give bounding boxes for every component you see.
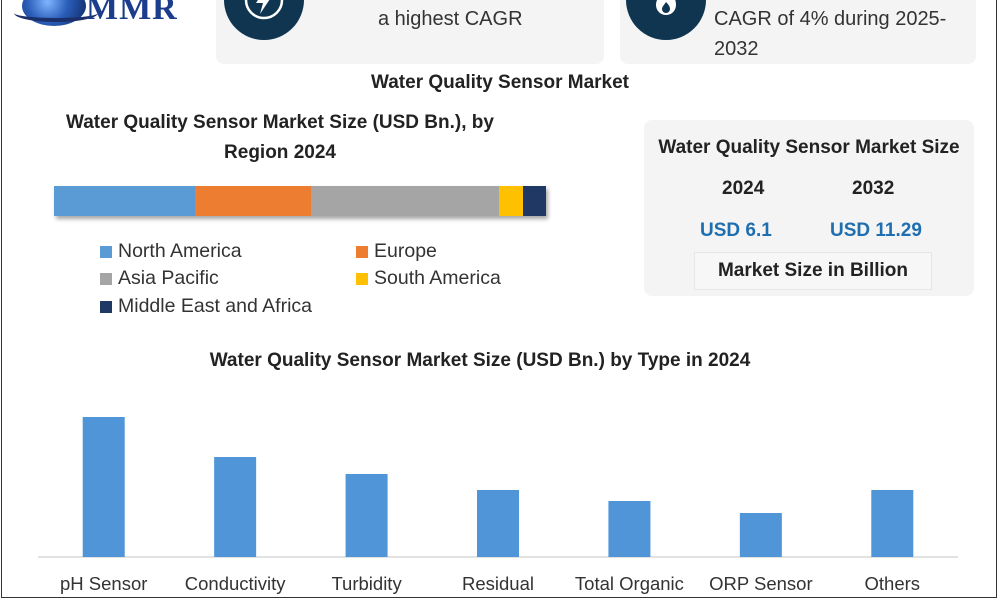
x-tick-label: ORP Sensor: [709, 573, 813, 594]
type-bar: [608, 501, 651, 557]
legend-swatch: [100, 245, 112, 258]
legend-item: Asia Pacific: [100, 267, 219, 290]
highlight-card-growth: CAGR of 4% during 2025-2032: [620, 0, 976, 64]
legend-item: Europe: [356, 240, 437, 263]
x-tick-label: Others: [865, 573, 921, 594]
value-2024: USD 6.1: [700, 220, 772, 241]
legend-label: Asia Pacific: [118, 267, 219, 289]
page-title: Water Quality Sensor Market: [371, 72, 629, 93]
legend-label: North America: [118, 240, 242, 262]
region-bar-segment-middle-east-and-africa: [522, 186, 546, 216]
region-bar-segment-north-america: [54, 186, 195, 216]
type-bar: [739, 513, 782, 557]
logo-swoosh: [14, 4, 98, 22]
logo-text: MMR: [86, 0, 178, 27]
card-text: a highest CAGR: [378, 8, 523, 30]
legend-label: South America: [374, 267, 501, 289]
legend-label: Europe: [374, 240, 437, 262]
x-tick-label: Total Organic: [575, 573, 684, 594]
legend-swatch: [100, 300, 112, 313]
type-bar-chart: pH Sensor Conductivity Turbidity Residual To…: [38, 417, 958, 594]
type-bar: [82, 417, 125, 557]
region-bar-segment-south-america: [499, 186, 523, 216]
type-bar: [477, 490, 519, 557]
x-tick-label: Turbidity: [331, 573, 402, 594]
value-2032: USD 11.29: [830, 220, 922, 241]
x-tick-label: pH Sensor: [60, 573, 147, 594]
x-tick-label: Conductivity: [185, 573, 287, 594]
market-size-caption: Market Size in Billion: [694, 252, 932, 290]
type-bar: [871, 490, 914, 557]
legend-item: South America: [356, 267, 501, 290]
region-chart-title: Water Quality Sensor Market Size (USD Bn…: [66, 112, 494, 163]
market-size-title: Water Quality Sensor Market Size: [658, 137, 960, 158]
type-bar: [214, 457, 257, 557]
x-tick-label: Residual: [462, 573, 534, 594]
market-size-card: Water Quality Sensor Market Size 2024 20…: [644, 120, 974, 296]
legend-swatch: [100, 272, 112, 285]
legend-swatch: [356, 245, 368, 258]
type-bar: [345, 474, 388, 557]
type-chart-title: Water Quality Sensor Market Size (USD Bn…: [209, 350, 751, 371]
legend-swatch: [356, 272, 368, 285]
year-2024-label: 2024: [722, 178, 765, 199]
region-stacked-bar: [54, 186, 546, 216]
year-2032-label: 2032: [852, 178, 895, 199]
mmr-logo: MMR: [14, 0, 214, 34]
region-bar-segment-asia-pacific: [311, 186, 499, 216]
card-text: CAGR of 4% during 2025-2032: [714, 8, 947, 60]
legend-label: Middle East and Africa: [118, 295, 313, 317]
legend-item: North America: [100, 240, 242, 263]
highlight-card-cagr: a highest CAGR: [216, 0, 604, 64]
legend-item: Middle East and Africa: [100, 295, 312, 318]
region-bar-segment-europe: [194, 186, 312, 216]
flame-icon: [626, 0, 706, 40]
lightning-bolt-icon: [224, 0, 304, 40]
